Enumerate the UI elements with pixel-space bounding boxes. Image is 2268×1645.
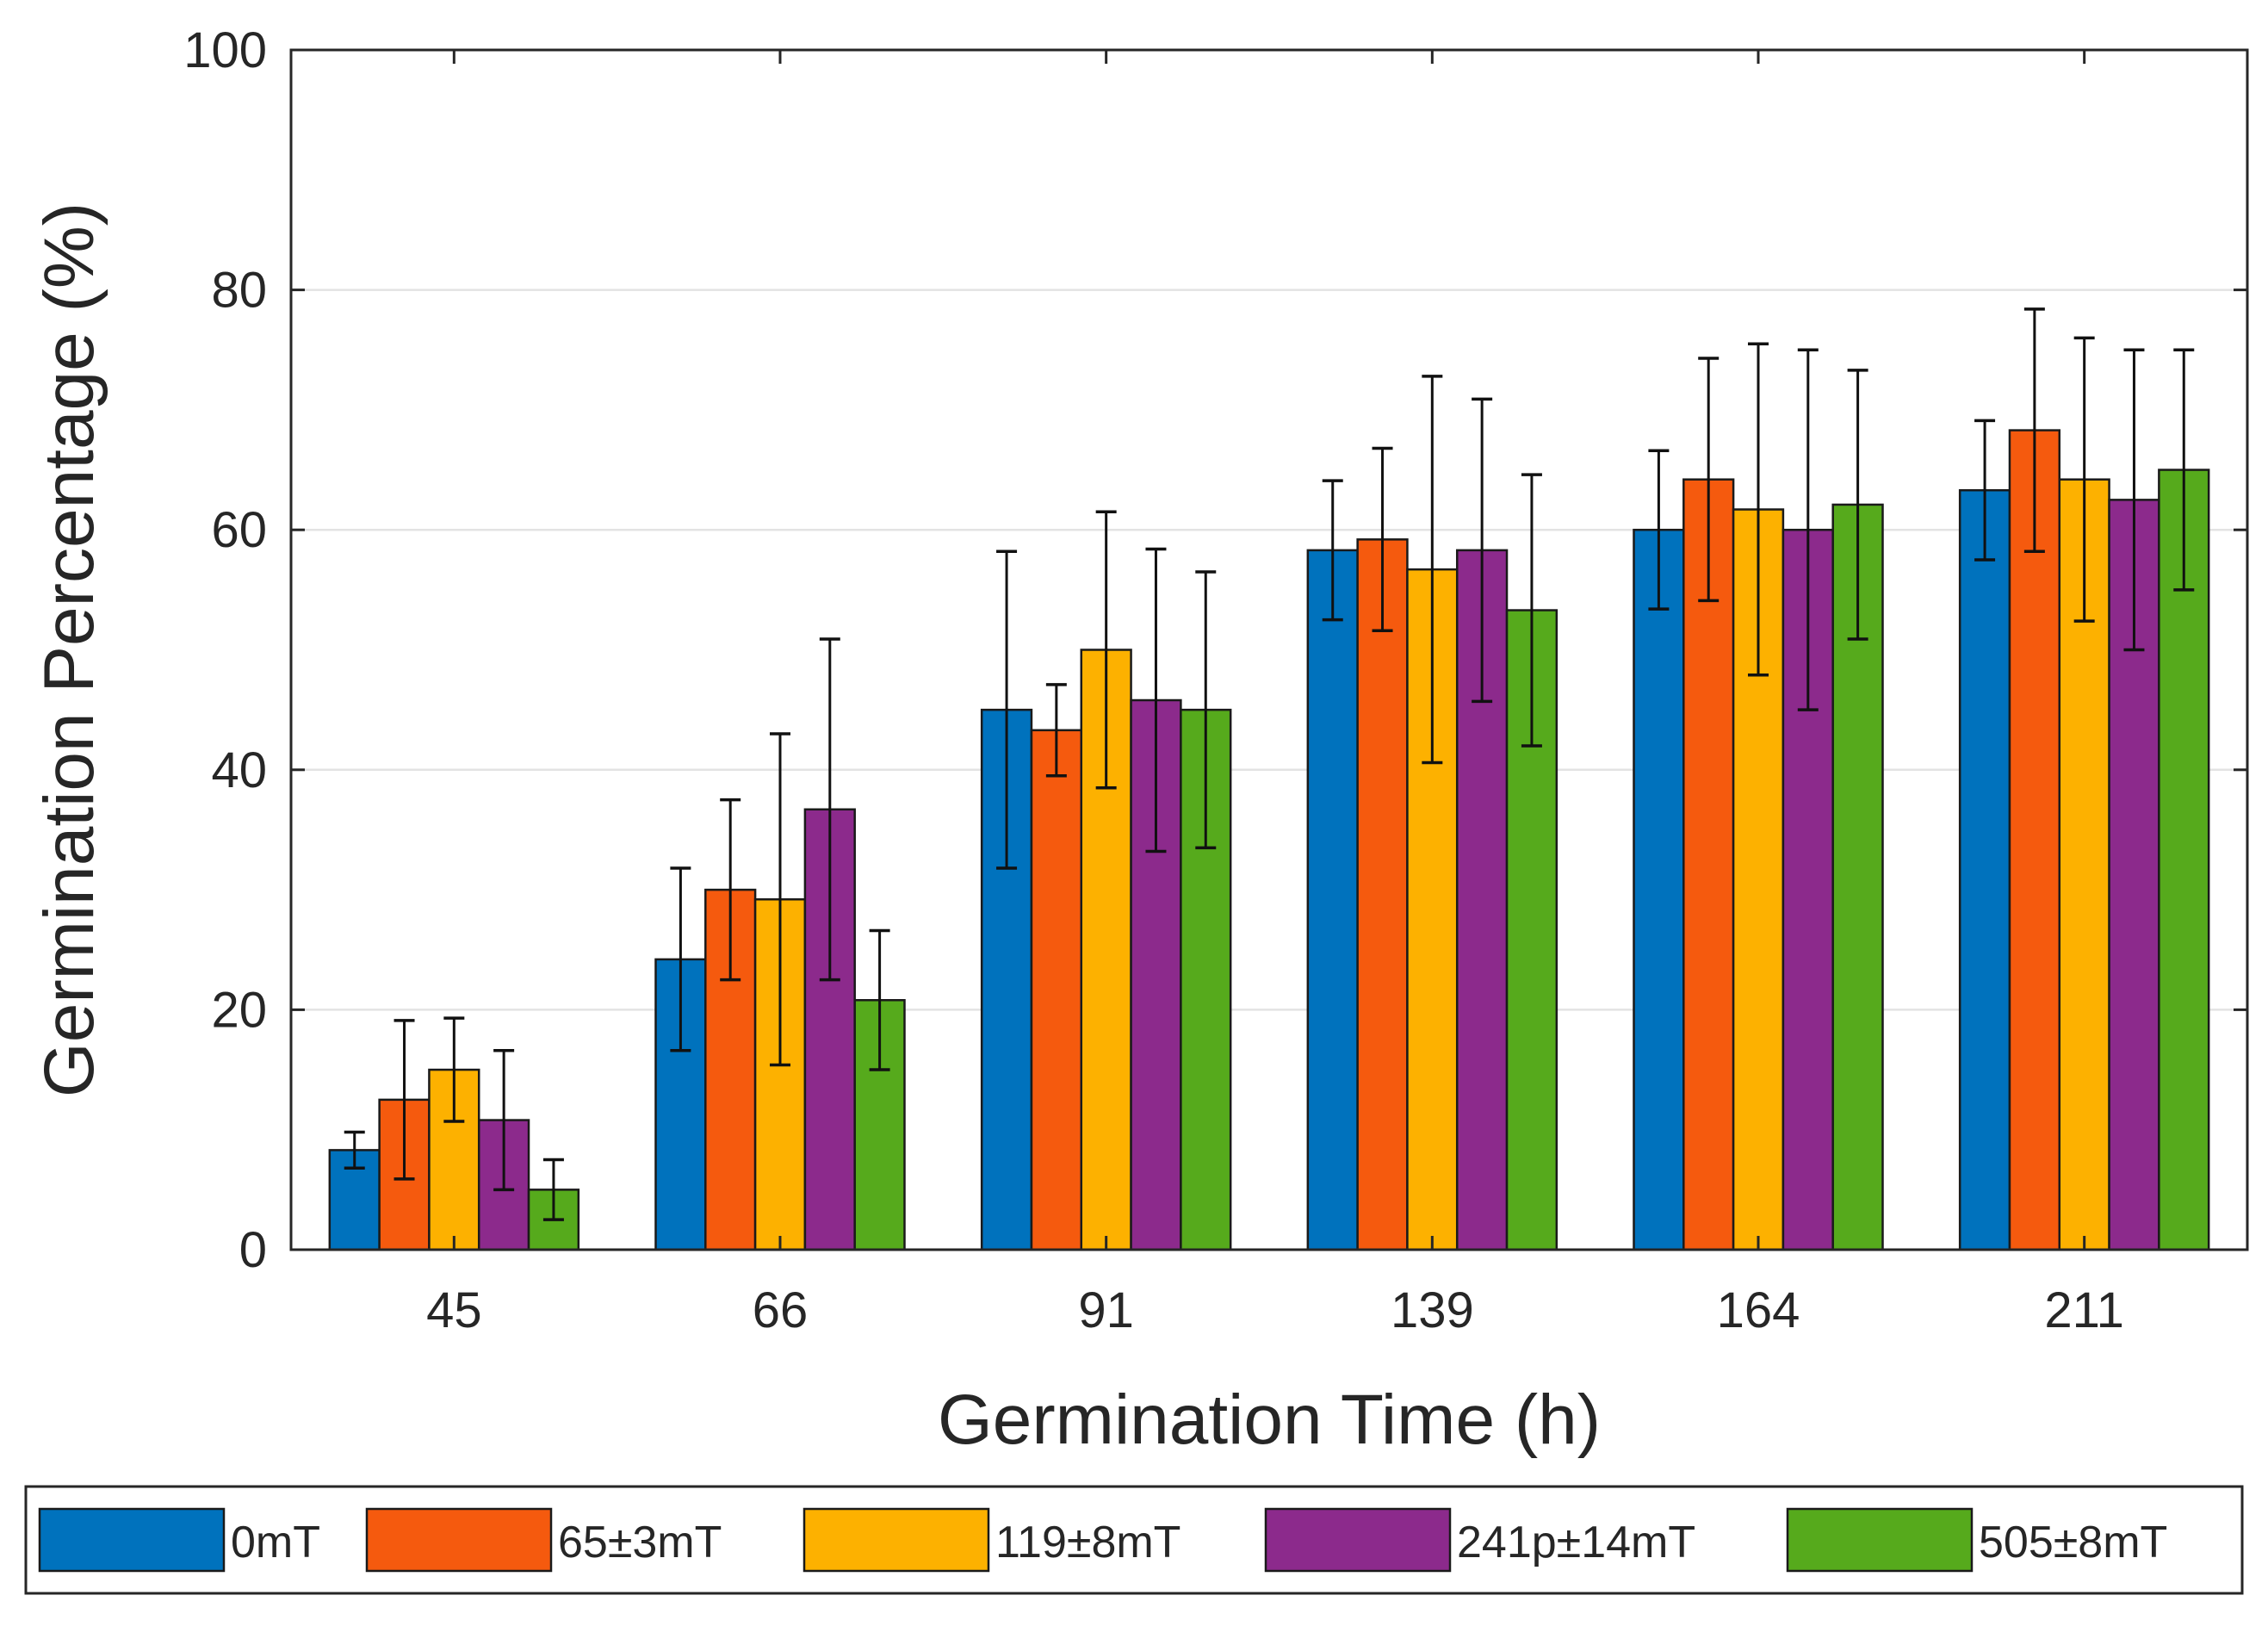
y-axis-title: Germination Percentage (%)	[30, 202, 108, 1097]
plot-area-frame	[289, 48, 2249, 1251]
legend-swatch	[38, 1507, 226, 1573]
bar-164-series-1	[1633, 528, 1685, 1251]
legend-label: 119±8mT	[995, 1518, 1180, 1567]
bar-211-series-1	[1958, 488, 2011, 1251]
x-tick-label: 66	[753, 1282, 809, 1338]
y-tick-label: 40	[211, 742, 267, 798]
legend-swatch	[802, 1507, 990, 1573]
bar-211-series-2	[2008, 429, 2061, 1251]
bar-211-series-5	[2158, 469, 2210, 1251]
legend-label: 241p±14mT	[1457, 1518, 1695, 1567]
y-tick-label: 0	[239, 1222, 267, 1278]
legend-label: 505±8mT	[1979, 1518, 2167, 1567]
x-axis-title: Germination Time (h)	[938, 1381, 1601, 1459]
x-tick-label: 139	[1391, 1282, 1474, 1338]
legend: 0mT 65±3mT 119±8mT 241p±14mT 505±8mT	[24, 1485, 2244, 1595]
y-tick-label: 20	[211, 982, 267, 1038]
y-tick-label: 100	[183, 22, 267, 78]
legend-label: 0mT	[231, 1518, 320, 1567]
y-tick-label: 80	[211, 263, 267, 319]
bar-139-series-1	[1306, 549, 1359, 1251]
x-tick-label: 211	[2044, 1282, 2123, 1338]
x-tick-label: 45	[426, 1282, 482, 1338]
legend-label: 65±3mT	[558, 1518, 722, 1567]
legend-swatch	[1264, 1507, 1452, 1573]
legend-swatch	[365, 1507, 553, 1573]
legend-swatch	[1786, 1507, 1974, 1573]
bar-139-series-2	[1356, 538, 1409, 1251]
bar-91-series-2	[1030, 729, 1083, 1251]
y-tick-label: 60	[211, 502, 267, 558]
grid-lines	[291, 289, 2247, 1011]
x-tick-label: 164	[1717, 1282, 1800, 1338]
axis-ticks: 0 20 40 60 80 100 45 66 91 139 164 211	[183, 22, 2247, 1338]
error-bars	[344, 307, 2195, 1221]
x-tick-label: 91	[1078, 1282, 1134, 1338]
